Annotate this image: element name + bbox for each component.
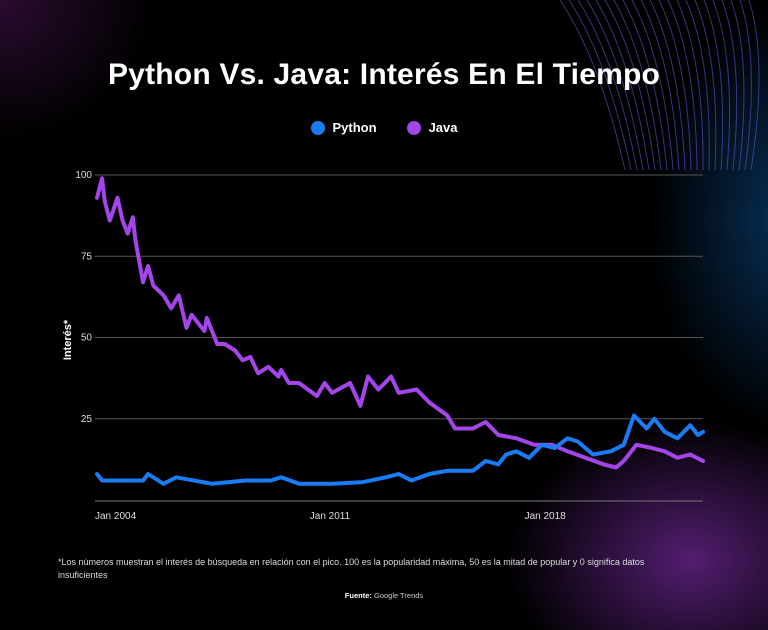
legend-item-java: Java (406, 120, 458, 135)
series-line-python (95, 413, 705, 486)
decorative-stripe (658, 0, 692, 170)
legend-swatch-java (406, 120, 421, 135)
decorative-stripe (604, 0, 656, 170)
decorative-stripe (667, 0, 698, 170)
y-tick-label: 75 (81, 251, 93, 262)
series-line-java (95, 176, 705, 470)
decorative-stripe (721, 0, 738, 170)
decorative-stripe (631, 0, 674, 170)
decorative-stripe (577, 0, 638, 170)
decorative-stripe (739, 0, 752, 170)
decorative-stripe (676, 0, 704, 170)
legend-label-java: Java (428, 120, 458, 135)
x-tick-label: Jan 2018 (525, 511, 567, 522)
source: Fuente: Google Trends (0, 591, 768, 600)
decorative-stripe (622, 0, 668, 170)
x-tick-label: Jan 2004 (95, 511, 137, 522)
y-tick-label: 50 (81, 333, 93, 344)
decorative-stripe (730, 0, 745, 170)
decorative-stripe (685, 0, 710, 170)
legend-label-python: Python (332, 120, 377, 135)
decorative-stripe (649, 0, 686, 170)
source-value: Google Trends (373, 591, 424, 600)
y-axis-label: Interés* (62, 319, 74, 360)
source-label: Fuente: (344, 591, 372, 600)
decorative-stripe (640, 0, 680, 170)
legend: Python Java (0, 120, 768, 135)
decorative-stripe (694, 0, 717, 170)
decorative-stripe (613, 0, 662, 170)
decorative-stripe (586, 0, 644, 170)
legend-item-python: Python (310, 120, 377, 135)
x-tick-label: Jan 2011 (310, 511, 351, 522)
chart-title: Python Vs. Java: Interés En El Tiempo (107, 58, 660, 91)
decorative-stripe (559, 0, 626, 170)
decorative-stripe (748, 0, 760, 170)
decorative-lines (559, 0, 760, 170)
decorative-stripe (712, 0, 731, 170)
footnote: *Los números muestran el interés de búsq… (58, 557, 645, 580)
legend-swatch-python (310, 120, 325, 135)
y-tick-label: 25 (81, 414, 93, 425)
decorative-stripe (595, 0, 650, 170)
decorative-stripe (568, 0, 632, 170)
decorative-stripe (703, 0, 724, 170)
y-tick-label: 100 (75, 170, 92, 181)
